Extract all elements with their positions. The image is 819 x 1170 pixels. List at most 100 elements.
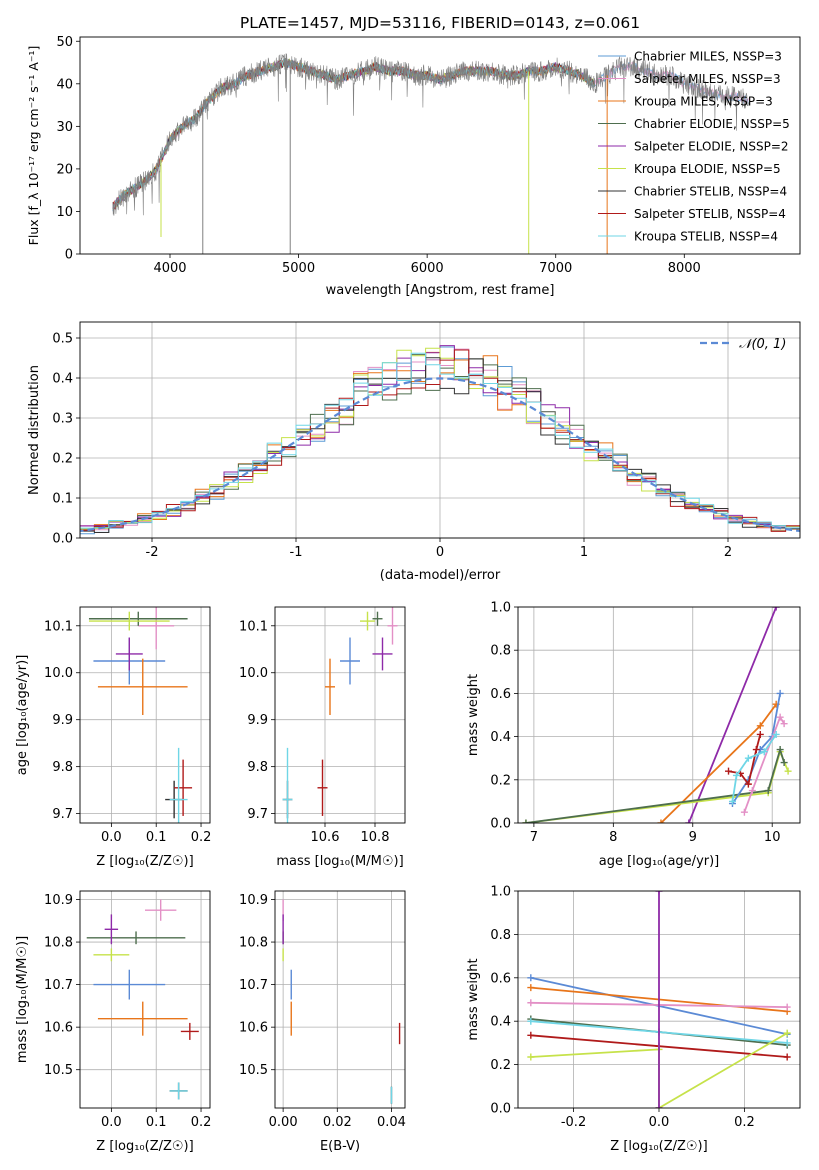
x-tick-label: 10.8 [361, 830, 390, 845]
plot-area [80, 345, 800, 537]
legend-label: Kroupa ELODIE, NSSP=5 [634, 162, 781, 176]
y-axis-label: Flux [f_λ 10⁻¹⁷ erg cm⁻² s⁻¹ A⁻¹] [26, 46, 41, 246]
y-tick-label: 0.5 [52, 332, 73, 347]
y-tick-label: 9.8 [247, 760, 268, 775]
weight-marker [756, 730, 764, 738]
y-tick-label: 0.4 [52, 372, 73, 387]
y-tick-label: 10.6 [239, 1021, 268, 1036]
legend-label: Kroupa STELIB, NSSP=4 [634, 230, 778, 244]
legend-label: Chabrier MILES, NSSP=3 [634, 50, 782, 64]
y-tick-label: 10.1 [44, 619, 73, 634]
x-tick-label: 0.1 [146, 830, 167, 845]
legend-label: Salpeter STELIB, NSSP=4 [634, 207, 786, 221]
x-tick-label: 8 [609, 830, 617, 845]
y-tick-label: 10.0 [44, 666, 73, 681]
weight-line [731, 733, 777, 802]
x-tick-label: 5000 [282, 261, 315, 276]
y-tick-label: 10.9 [239, 893, 268, 908]
y-axis-label: Normed distribution [27, 365, 42, 495]
y-tick-label: 10 [56, 205, 73, 220]
x-tick-label: 6000 [411, 261, 444, 276]
weight-marker [764, 787, 772, 795]
plot-area [527, 891, 791, 1108]
y-tick-label: 20 [56, 162, 73, 177]
y-tick-label: 0.3 [52, 412, 73, 427]
axes-frame [517, 890, 801, 1109]
x-axis-label: wavelength [Angstrom, rest frame] [326, 283, 555, 298]
y-tick-label: 10.9 [44, 893, 73, 908]
x-tick-label: 10 [764, 830, 781, 845]
y-tick-label: 0.4 [490, 730, 511, 745]
plot-area [86, 899, 199, 1100]
x-tick-label: 0.0 [101, 1115, 122, 1130]
weight-marker [783, 1039, 791, 1047]
x-axis-label: mass [log₁₀(M/M☉)] [276, 854, 403, 869]
x-axis-label: Z [log₁₀(Z/Z☉)] [610, 1139, 707, 1154]
axes-frame [79, 36, 801, 255]
weight-marker [760, 748, 768, 756]
weight-marker [752, 746, 760, 754]
weight-marker [776, 746, 784, 754]
x-tick-label: 8000 [668, 261, 701, 276]
axes-frame [274, 606, 406, 824]
x-tick-label: -2 [146, 545, 159, 560]
x-axis-label: (data-model)/error [380, 568, 501, 583]
x-tick-label: 9 [689, 830, 697, 845]
y-tick-label: 9.9 [52, 713, 73, 728]
weight-marker [776, 689, 784, 697]
y-tick-label: 0.1 [52, 492, 73, 507]
y-tick-label: 0.2 [52, 452, 73, 467]
chart-title: PLATE=1457, MJD=53116, FIBERID=0143, z=0… [240, 14, 640, 32]
x-tick-label: 4000 [153, 261, 186, 276]
x-tick-label: 0.2 [734, 1115, 755, 1130]
weight-marker [527, 1053, 535, 1061]
y-tick-label: 9.8 [52, 760, 73, 775]
y-tick-label: 0.6 [490, 687, 511, 702]
weight-marker [728, 797, 736, 805]
plot-area [282, 607, 398, 823]
weight-marker [527, 1031, 535, 1039]
x-tick-label: 0.2 [191, 1115, 212, 1130]
y-tick-label: 9.9 [247, 713, 268, 728]
weight-marker [655, 891, 663, 895]
y-tick-label: 10.7 [239, 978, 268, 993]
data-spectrum [112, 53, 749, 216]
weight-marker [685, 819, 693, 823]
x-tick-label: 0.02 [323, 1115, 352, 1130]
weight-marker [527, 1017, 535, 1025]
weight-marker [744, 754, 752, 762]
weight-line [660, 703, 777, 823]
y-tick-label: 0.2 [490, 1058, 511, 1073]
weight-marker [725, 767, 733, 775]
plot-area [112, 53, 749, 254]
weight-marker [522, 819, 530, 823]
x-tick-label: 10.6 [311, 830, 340, 845]
x-tick-label: 0.1 [146, 1115, 167, 1130]
weight-marker [527, 984, 535, 992]
y-axis-label: mass [log₁₀(M/M☉)] [15, 936, 30, 1063]
normal-reference-curve [80, 377, 800, 533]
y-tick-label: 0.0 [490, 817, 511, 832]
y-tick-label: 40 [56, 77, 73, 92]
axes-frame [274, 890, 406, 1109]
weight-marker [744, 780, 752, 788]
axes-frame [517, 606, 801, 824]
y-tick-label: 0.8 [490, 644, 511, 659]
y-tick-label: 0.6 [490, 971, 511, 986]
weight-marker [783, 1053, 791, 1061]
x-tick-label: 7000 [539, 261, 572, 276]
x-tick-label: -0.2 [561, 1115, 586, 1130]
y-axis-label: mass weight [466, 674, 481, 756]
x-tick-label: 0.0 [649, 1115, 670, 1130]
y-tick-label: 0.0 [52, 532, 73, 547]
legend-label: Salpeter ELODIE, NSSP=2 [634, 140, 789, 154]
weight-marker [783, 1029, 791, 1037]
x-tick-label: 0.2 [191, 830, 212, 845]
axes-frame [79, 606, 211, 824]
y-tick-label: 0.4 [490, 1015, 511, 1030]
weight-marker [527, 974, 535, 982]
plot-area [522, 607, 792, 823]
y-tick-label: 10.7 [44, 978, 73, 993]
weight-line [743, 715, 785, 813]
weight-marker [776, 713, 784, 721]
